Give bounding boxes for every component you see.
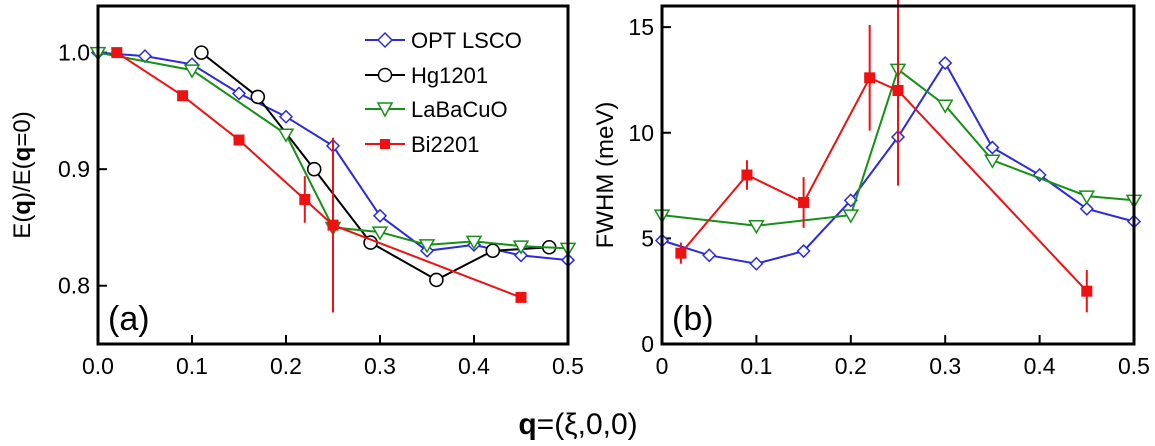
panel-b-series	[653, 0, 1143, 313]
legend-marker-triangle-down-icon	[376, 102, 394, 118]
data-point	[512, 240, 530, 255]
data-point	[892, 85, 904, 96]
data-point	[111, 47, 123, 59]
data-point	[864, 72, 876, 84]
data-point	[513, 248, 529, 263]
panel-b-label: (b)	[672, 300, 714, 338]
series-hg1201	[194, 45, 557, 288]
panel-b-tick-labels: 0 0.1 0.2 0.3 0.4 0.5 0 5 10 15	[628, 14, 1150, 379]
legend-marker-circle-icon	[377, 67, 393, 83]
legend-marker-diamond-icon	[376, 31, 394, 49]
y-tick-label: 1.0	[58, 40, 90, 66]
y-tick-label: 0.8	[58, 273, 90, 299]
x-tick-label: 0.3	[364, 353, 396, 379]
data-point	[299, 193, 311, 205]
data-point	[796, 243, 811, 259]
data-point	[372, 208, 388, 223]
legend-entry-opt-lsco: OPT LSCO	[365, 28, 522, 53]
series-bi2201	[111, 47, 527, 313]
legend-label: Hg1201	[411, 63, 488, 88]
data-point	[231, 86, 247, 101]
panel-b-plot-frame	[660, 4, 1136, 346]
y-tick-label: 5	[641, 225, 654, 251]
data-point	[985, 140, 1000, 155]
legend-label: OPT LSCO	[411, 28, 522, 53]
x-tick-label: 0.0	[82, 353, 114, 379]
data-point	[702, 248, 717, 263]
y-tick-label: 15	[628, 14, 654, 40]
panel-b: 0 0.1 0.2 0.3 0.4 0.5 0 5 10 15 FWHM (meV) (b)	[592, 0, 1150, 379]
data-point	[938, 55, 953, 71]
shared-xlabel: q=(ξ,0,0)	[518, 408, 637, 441]
panel-a-plot-frame	[96, 4, 570, 346]
legend-entry-bi2201: Bi2201	[365, 132, 480, 157]
x-tick-label: 0.5	[552, 353, 584, 379]
x-tick-label: 0.1	[176, 353, 208, 379]
data-point	[250, 89, 266, 105]
panel-a-tick-labels: 0.0 0.1 0.2 0.3 0.4 0.5 0.8 0.9 1.0	[58, 40, 584, 379]
data-point	[306, 161, 322, 177]
y-tick-label: 10	[628, 120, 654, 146]
data-point	[798, 196, 810, 208]
data-point	[984, 154, 1001, 169]
panel-a: 0.0 0.1 0.2 0.3 0.4 0.50.80.91.0 E(q)/E(q=0) …	[9, 4, 584, 379]
data-point	[327, 219, 339, 231]
x-tick-label: 0.2	[270, 353, 302, 379]
x-tick-label: 0.4	[1024, 353, 1056, 379]
data-point	[936, 99, 954, 114]
panel-a-label: (a)	[108, 300, 150, 338]
legend-marker-square-icon	[380, 139, 390, 149]
data-point	[842, 209, 860, 224]
series-line-labacuo	[661, 67, 1135, 227]
x-tick-label: 0	[656, 353, 669, 379]
x-tick-label: 0.5	[1118, 353, 1150, 379]
data-point	[515, 291, 527, 303]
x-tick-label: 0.3	[929, 353, 961, 379]
x-tick-label: 0.1	[740, 353, 772, 379]
data-point	[741, 169, 753, 181]
data-point	[194, 45, 209, 60]
y-tick-label: 0	[641, 331, 654, 357]
x-tick-label: 0.2	[835, 353, 867, 379]
data-point	[183, 64, 201, 79]
data-point	[177, 90, 189, 102]
data-point	[233, 134, 245, 146]
data-point	[418, 239, 436, 254]
series-line-bi2201	[116, 51, 522, 299]
data-point	[748, 219, 765, 235]
data-point	[1081, 285, 1093, 297]
data-point	[371, 226, 389, 241]
series-line-bi2201	[680, 76, 1088, 292]
x-tick-label: 0.4	[458, 353, 490, 379]
y-tick-label: 0.9	[58, 156, 90, 182]
data-point	[749, 256, 764, 271]
data-point	[465, 235, 483, 250]
legend-label: LaBaCuO	[411, 97, 508, 122]
data-point	[1079, 201, 1094, 216]
data-point	[1078, 190, 1096, 205]
data-point	[278, 109, 294, 124]
data-point	[429, 272, 444, 288]
legend-entry-hg1201: Hg1201	[365, 63, 488, 88]
data-point	[277, 128, 295, 143]
panel-b-ylabel: FWHM (meV)	[592, 102, 619, 249]
legend-label: Bi2201	[411, 132, 480, 157]
panel-a-series	[89, 45, 577, 313]
legend-entry-labacuo: LaBaCuO	[365, 97, 508, 122]
panel-a-ylabel: E(q)/E(q=0)	[9, 111, 36, 238]
data-point	[485, 243, 501, 259]
legend: OPT LSCO Hg1201 LaBaCuO Bi2201	[365, 28, 522, 157]
data-point	[675, 247, 687, 259]
series-bi2201	[675, 0, 1093, 313]
